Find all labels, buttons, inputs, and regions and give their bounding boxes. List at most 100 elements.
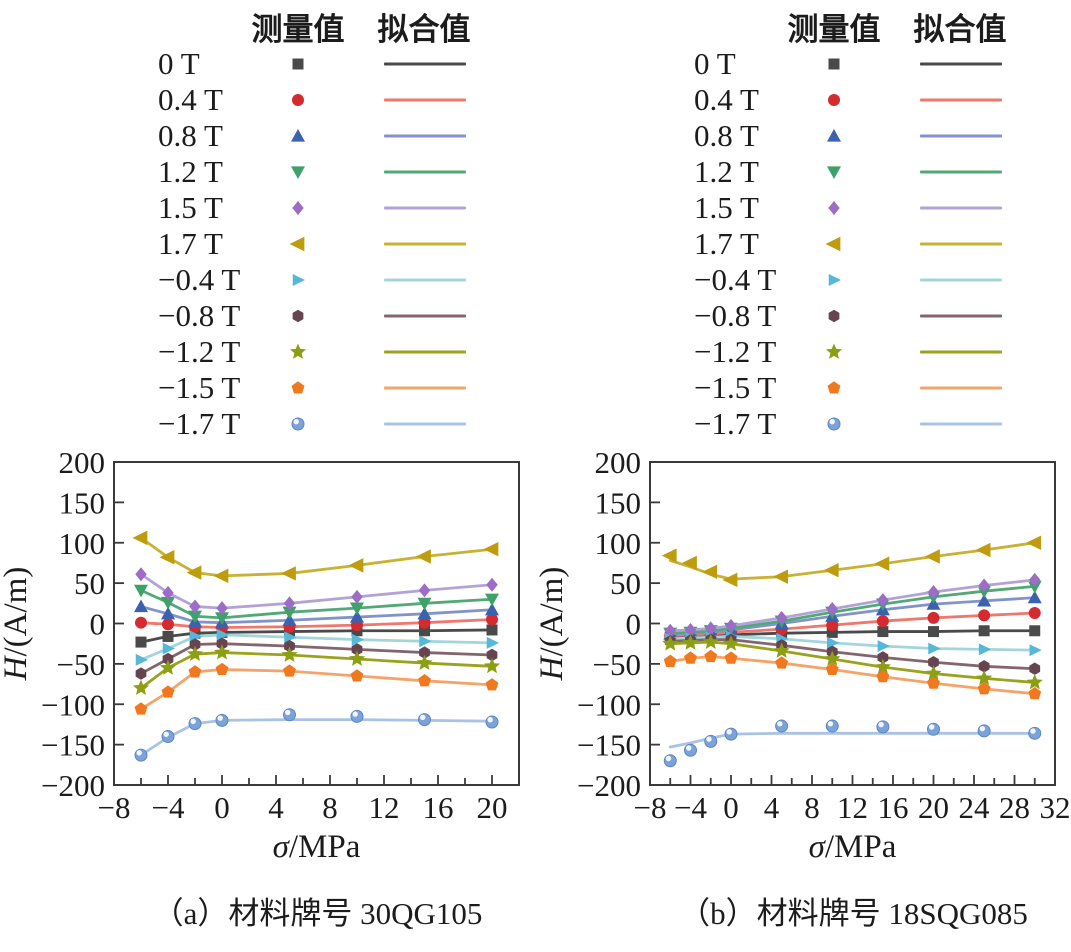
fit-line-−0.4-T <box>668 635 1037 652</box>
svg-text:−4: −4 <box>674 790 707 825</box>
circle-marker-icon <box>162 618 174 631</box>
triangle-right-marker-icon <box>419 635 432 648</box>
pentagon-marker-icon <box>215 662 229 676</box>
svg-text:−200: −200 <box>577 768 641 803</box>
circle-marker-icon <box>1028 607 1041 620</box>
diamond-marker-icon <box>877 593 889 608</box>
x-axis-ticks <box>140 775 493 784</box>
legend-fitted-header: 拟合值 <box>377 12 471 47</box>
legend-item: −1.7 T <box>0 406 535 442</box>
legend-item-label: 1.5 T <box>158 190 223 225</box>
star-marker-icon <box>825 343 843 359</box>
legend-item: −0.4 T <box>536 262 1071 298</box>
panel-b: 测量值 拟合值 0 T 0.4 T 0.8 T 1.2 T 1.5 T 1.7 T −0.4… <box>536 0 1071 952</box>
triangle-down-marker-icon <box>134 584 148 598</box>
series-1.2-T <box>134 584 499 625</box>
diamond-marker-icon <box>418 583 431 598</box>
triangle-left-marker-icon <box>773 569 788 584</box>
circle-marker-icon <box>927 611 940 624</box>
legend-marker-slot <box>291 166 305 179</box>
pentagon-marker-icon <box>485 678 499 691</box>
star-marker-icon <box>348 650 366 666</box>
legend-item-label: −0.4 T <box>158 262 241 297</box>
svg-text:150: 150 <box>595 485 642 520</box>
triangle-down-marker-icon <box>161 596 175 610</box>
circle-marker-icon <box>828 94 840 106</box>
legend-marker-slot <box>292 274 305 286</box>
legend-item-label: −1.5 T <box>694 370 777 405</box>
triangle-up-marker-icon <box>417 606 432 620</box>
legend-marker-slot <box>292 309 304 323</box>
triangle-up-marker-icon <box>282 613 297 626</box>
diamond-marker-icon <box>351 589 363 604</box>
legend-item-label: −1.2 T <box>694 334 777 369</box>
fit-line-sample <box>920 242 1002 246</box>
square-marker-icon <box>928 626 939 638</box>
pentagon-marker-icon <box>134 702 148 715</box>
svg-text:0: 0 <box>214 790 230 825</box>
svg-text:−150: −150 <box>577 728 641 763</box>
legend-item-label: 0 T <box>158 46 200 81</box>
sphere-marker-icon <box>704 734 718 748</box>
legend-marker-slot <box>828 58 840 70</box>
diamond-marker-icon <box>978 578 990 593</box>
triangle-down-marker-icon <box>485 593 499 607</box>
series-1.5-T <box>135 567 498 616</box>
triangle-right-marker-icon <box>216 628 229 641</box>
legend-fitted-header: 拟合值 <box>913 12 1007 47</box>
fit-line-−1.7-T <box>668 731 1037 749</box>
svg-text:−100: −100 <box>577 687 641 722</box>
triangle-up-marker-icon <box>977 593 992 607</box>
svg-text:16: 16 <box>423 790 454 825</box>
hexagon-marker-icon <box>486 648 498 662</box>
sphere-marker-icon <box>485 715 499 729</box>
sphere-marker-icon <box>418 713 431 727</box>
star-marker-icon <box>824 650 841 666</box>
legend-marker-slot <box>825 236 841 252</box>
triangle-down-marker-icon <box>291 166 305 179</box>
sphere-marker-icon <box>1028 726 1042 740</box>
star-marker-icon <box>281 646 298 662</box>
legend-item: −1.5 T <box>0 370 535 406</box>
fit-line-0.4-T <box>668 611 1037 638</box>
legend-marker-slot <box>828 309 840 323</box>
legend-a-header: 测量值 拟合值 <box>0 0 535 47</box>
fit-line-1.2-T <box>668 584 1037 635</box>
legend-item-label: 1.2 T <box>694 154 759 189</box>
circle-marker-icon <box>486 613 498 626</box>
diamond-marker-icon <box>664 623 676 638</box>
svg-text:12: 12 <box>837 790 868 825</box>
x-axis-ticks <box>669 775 1036 784</box>
triangle-left-marker-icon <box>722 572 738 588</box>
legend-item: 1.2 T <box>536 154 1071 190</box>
triangle-right-marker-icon <box>928 642 941 655</box>
sphere-marker-icon <box>927 722 940 736</box>
svg-text:150: 150 <box>59 485 106 520</box>
svg-text:0: 0 <box>626 607 642 642</box>
sphere-marker-icon <box>825 719 839 733</box>
legend-item: 1.5 T <box>536 190 1071 226</box>
triangle-right-marker-icon <box>877 640 890 653</box>
svg-text:−50: −50 <box>57 647 105 682</box>
legend-item-label: −1.7 T <box>694 406 777 441</box>
diamond-marker-icon <box>927 585 940 600</box>
star-marker-icon <box>213 644 231 660</box>
fit-line-sample <box>920 206 1002 210</box>
legend-item: −1.5 T <box>536 370 1071 406</box>
pentagon-marker-icon <box>291 381 305 394</box>
svg-text:0: 0 <box>90 607 106 642</box>
legend-item: 1.5 T <box>0 190 535 226</box>
svg-text:−200: −200 <box>41 768 105 803</box>
legend-measured-header: 测量值 <box>251 12 345 47</box>
legend-marker-slot <box>828 274 841 286</box>
legend-item: 1.2 T <box>0 154 535 190</box>
legend-item: −0.8 T <box>0 298 535 334</box>
legend-item: −0.8 T <box>536 298 1071 334</box>
hexagon-marker-icon <box>828 309 840 323</box>
triangle-right-marker-icon <box>135 653 148 666</box>
svg-text:−100: −100 <box>41 687 105 722</box>
hexagon-marker-icon <box>351 643 363 656</box>
pentagon-marker-icon <box>418 674 431 687</box>
caption-a: （a）材料牌号 30QG105 <box>152 896 483 931</box>
legend-marker-slot <box>827 381 841 394</box>
